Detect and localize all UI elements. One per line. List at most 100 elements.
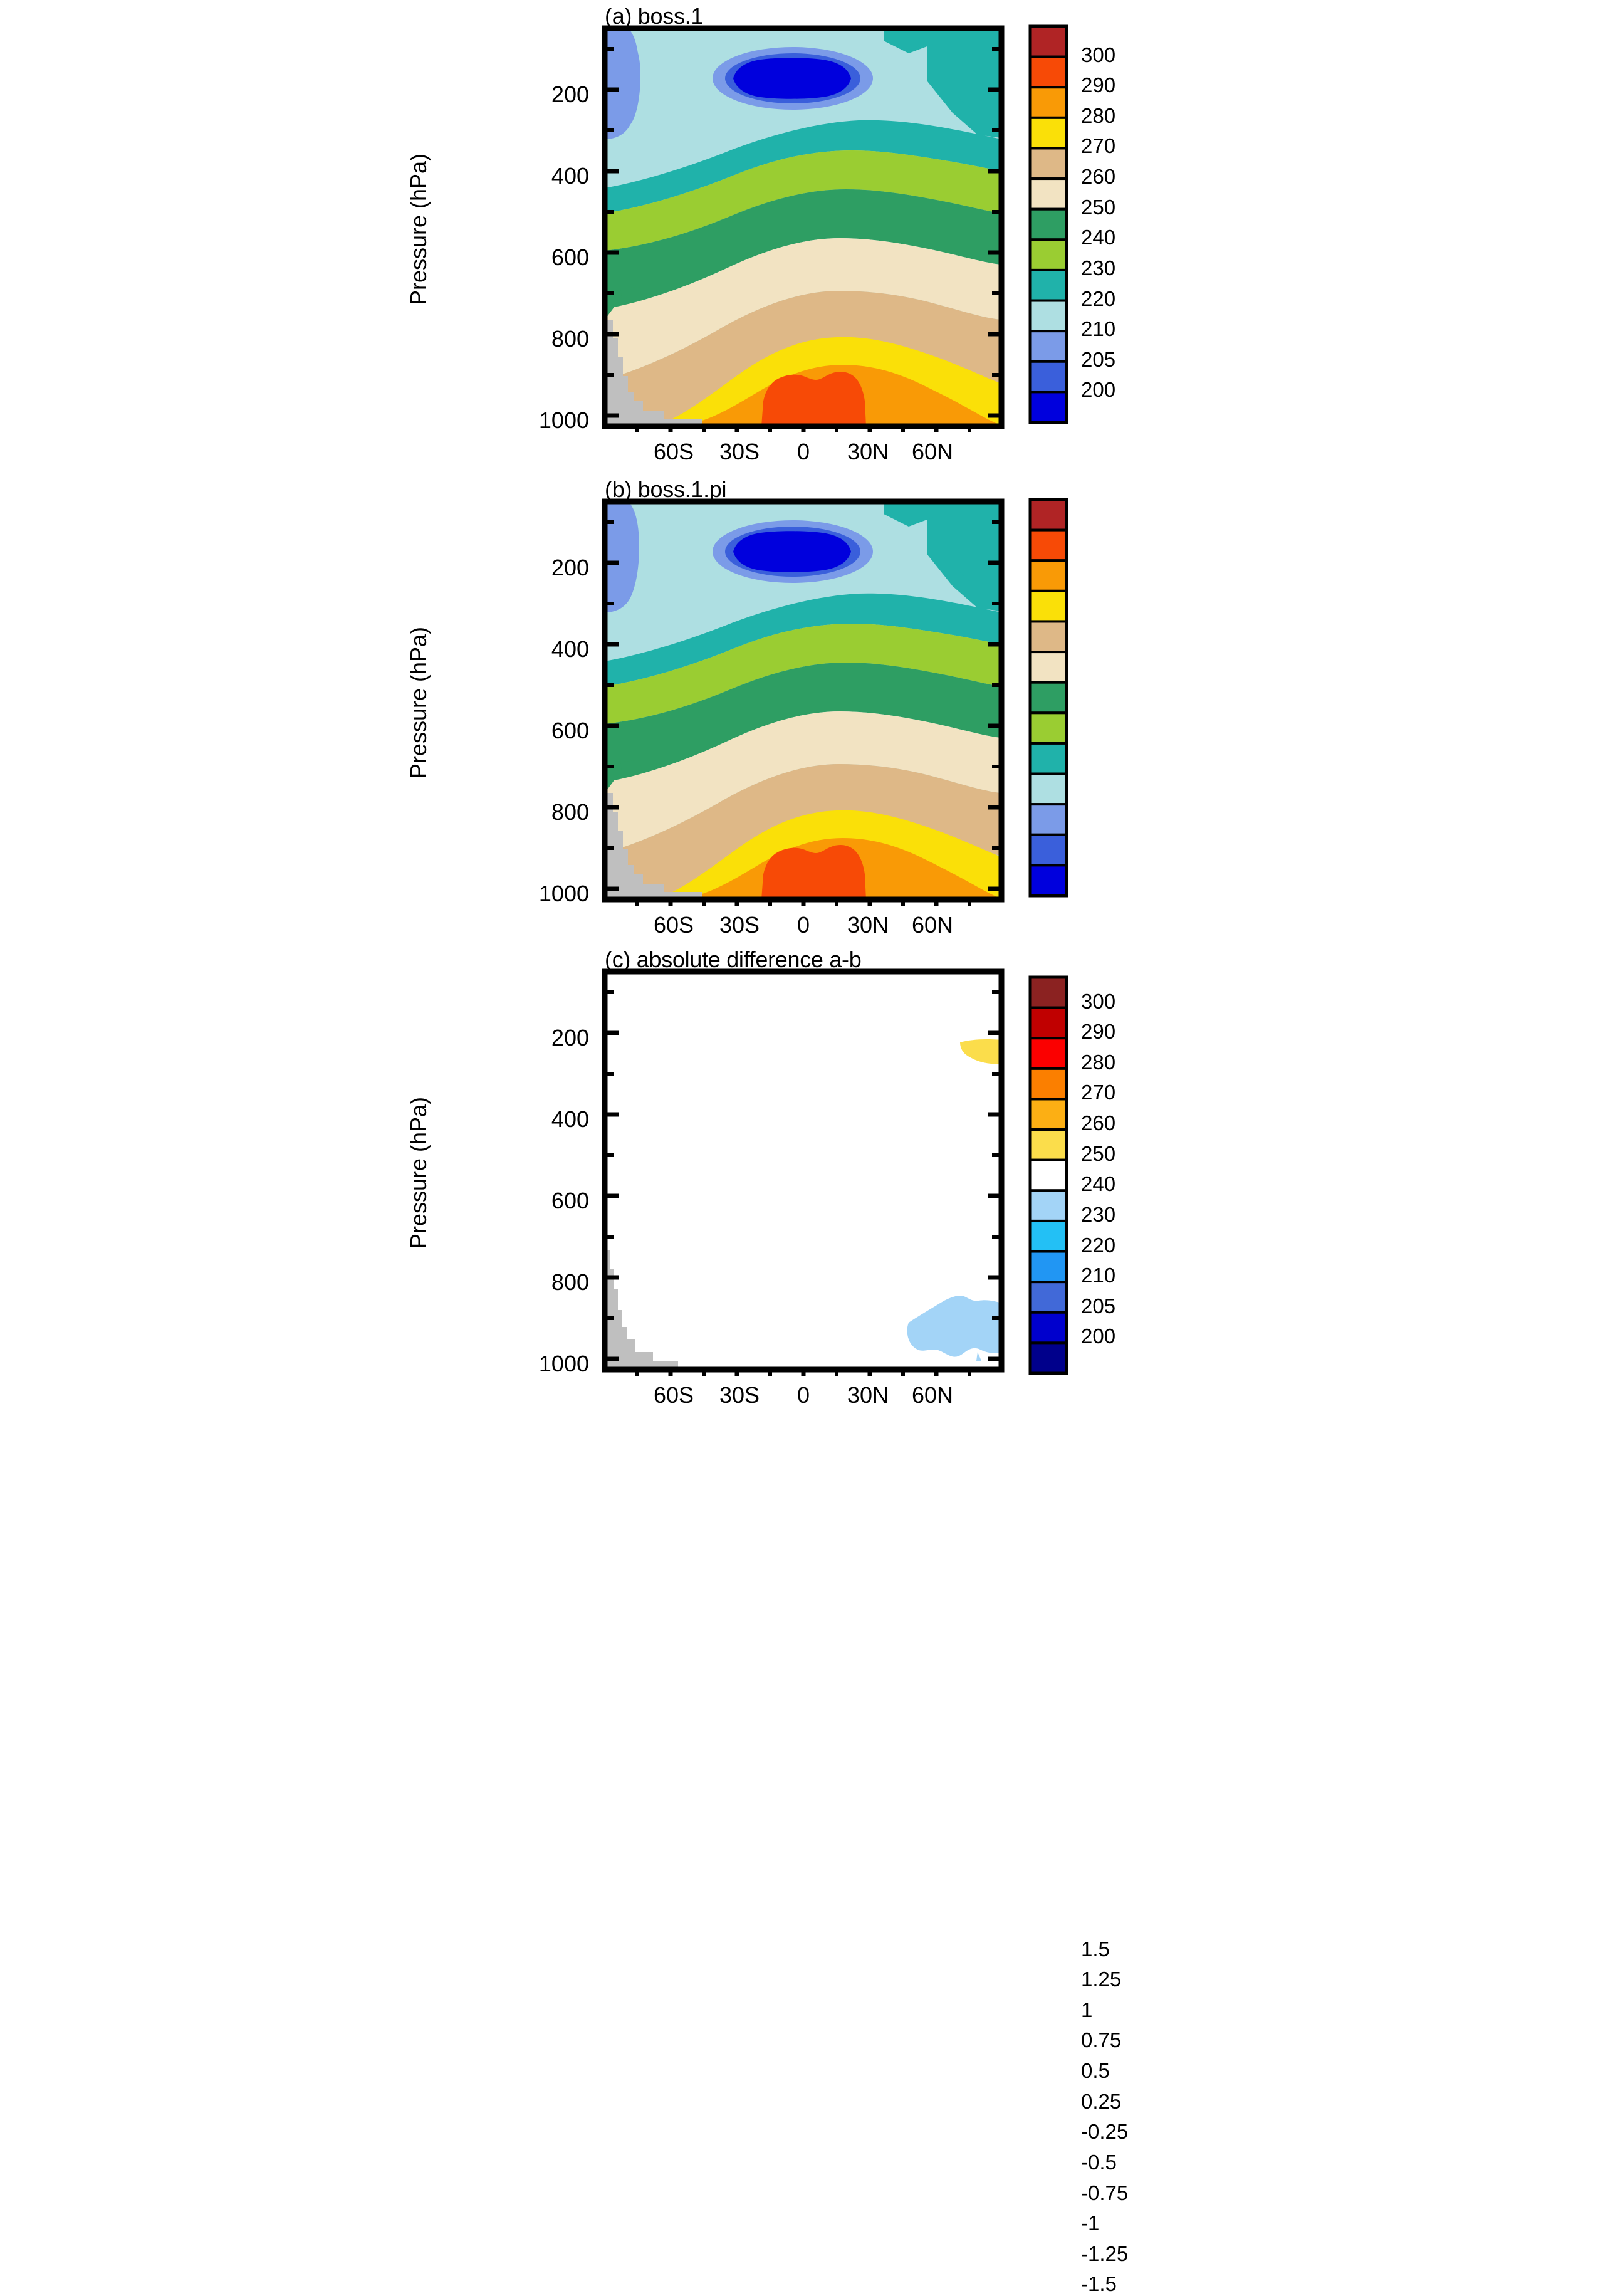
colorbar-tick-label: 210 — [1081, 317, 1116, 341]
panel-c-xtick-60S: 60S — [653, 1382, 694, 1408]
panel-b-xtick-60S: 60S — [653, 912, 694, 938]
colorbar-swatch — [1029, 147, 1068, 181]
colorbar-swatch — [1029, 742, 1068, 775]
colorbar-tick-label: 260 — [1081, 165, 1116, 189]
colorbar-swatch — [1029, 1219, 1068, 1253]
colorbar-tick-label: 230 — [1081, 1202, 1116, 1226]
panel-a-xtick-30N: 30N — [847, 439, 889, 464]
colorbar-swatch — [1029, 207, 1068, 241]
colorbar-tick-label: -0.75 — [1081, 2181, 1129, 2204]
colorbar-tick-label: 1.5 — [1081, 1937, 1110, 1961]
panel-b-xtick-30S: 30S — [719, 912, 760, 938]
colorbar-tick-label: 280 — [1081, 1050, 1116, 1074]
panel-a-ytick-1000: 1000 — [538, 407, 589, 433]
colorbar-swatch — [1029, 559, 1068, 592]
colorbar-tick-label: -0.25 — [1081, 2120, 1129, 2144]
colorbar-swatch — [1029, 1037, 1068, 1070]
panel-c-title: (c) absolute difference a-b — [605, 946, 862, 972]
panel-a-colorbar — [1028, 24, 1068, 424]
colorbar-tick-label: 290 — [1081, 1020, 1116, 1044]
colorbar-swatch — [1029, 651, 1068, 684]
colorbar-swatch — [1029, 299, 1068, 333]
colorbar-tick-label: 220 — [1081, 1233, 1116, 1257]
colorbar-tick-label: 300 — [1081, 43, 1116, 66]
colorbar-swatch — [1029, 86, 1068, 119]
colorbar-swatch — [1029, 1006, 1068, 1040]
colorbar-swatch — [1029, 976, 1068, 1009]
colorbar-tick-label: 240 — [1081, 226, 1116, 249]
colorbar-swatch — [1029, 25, 1068, 58]
colorbar-tick-label: 210 — [1081, 1264, 1116, 1287]
colorbar-swatch — [1029, 238, 1068, 271]
colorbar-tick-label: 0.25 — [1081, 2089, 1122, 2113]
colorbar-tick-label: -0.5 — [1081, 2150, 1117, 2174]
colorbar-swatch — [1029, 1128, 1068, 1161]
colorbar-swatch — [1029, 772, 1068, 806]
colorbar-swatch — [1029, 498, 1068, 532]
colorbar-tick-label: 280 — [1081, 103, 1116, 127]
colorbar-tick-label: 270 — [1081, 1081, 1116, 1104]
colorbar-swatch — [1029, 55, 1068, 89]
colorbar-swatch — [1029, 1158, 1068, 1192]
colorbar-tick-label: 0.75 — [1081, 2028, 1122, 2052]
panel-c-ytick-1000: 1000 — [538, 1351, 589, 1376]
panel-b-ytick-800: 800 — [551, 799, 589, 825]
colorbar-swatch — [1029, 833, 1068, 867]
colorbar-tick-label: 1.25 — [1081, 1968, 1122, 1991]
colorbar-swatch — [1029, 268, 1068, 302]
panel-a-ytick-600: 600 — [551, 244, 589, 270]
panel-c: (c) absolute difference a-b Pressure (hP… — [0, 943, 1253, 2295]
colorbar-swatch — [1029, 1067, 1068, 1101]
colorbar-swatch — [1029, 1250, 1068, 1284]
panel-b-xtick-30N: 30N — [847, 912, 889, 938]
colorbar-swatch — [1029, 360, 1068, 394]
panel-b-ytick-200: 200 — [551, 555, 589, 580]
colorbar-tick-label: 230 — [1081, 256, 1116, 280]
colorbar-swatch — [1029, 589, 1068, 623]
colorbar-tick-label: 0.5 — [1081, 2059, 1110, 2083]
panel-a-ylabel: Pressure (hPa) — [405, 153, 431, 306]
panel-b-ytick-400: 400 — [551, 636, 589, 662]
colorbar-tick-label: -1.5 — [1081, 2272, 1117, 2296]
colorbar-tick-label: 200 — [1081, 378, 1116, 402]
panel-a-plot — [602, 25, 1005, 432]
panel-b-ytick-1000: 1000 — [538, 881, 589, 906]
colorbar-tick-label: 240 — [1081, 1172, 1116, 1196]
colorbar-tick-label: 1 — [1081, 1998, 1093, 2021]
panel-b: (b) boss.1.pi Pressure (hPa) 200 400 600… — [0, 473, 1253, 1348]
colorbar-swatch — [1029, 1281, 1068, 1314]
panel-c-ytick-800: 800 — [551, 1269, 589, 1295]
panel-c-ylabel: Pressure (hPa) — [405, 1096, 431, 1249]
panel-b-plot — [602, 498, 1005, 906]
colorbar-swatch — [1029, 803, 1068, 836]
panel-a: (a) boss.1 Pressure (hPa) 200 400 600 80… — [0, 0, 1253, 483]
colorbar-swatch — [1029, 1189, 1068, 1222]
colorbar-swatch — [1029, 681, 1068, 715]
panel-b-xtick-0: 0 — [796, 912, 810, 938]
colorbar-swatch — [1029, 528, 1068, 562]
colorbar-swatch — [1029, 1341, 1068, 1375]
colorbar-tick-label: 205 — [1081, 1294, 1116, 1318]
panel-c-plot — [602, 968, 1005, 1376]
colorbar-swatch — [1029, 1098, 1068, 1131]
panel-c-xtick-30S: 30S — [719, 1382, 760, 1408]
panel-c-ytick-600: 600 — [551, 1188, 589, 1214]
colorbar-swatch — [1029, 330, 1068, 363]
panel-c-colorbar — [1028, 975, 1068, 1375]
colorbar-tick-label: 250 — [1081, 195, 1116, 219]
colorbar-tick-label: 205 — [1081, 347, 1116, 371]
colorbar-swatch — [1029, 177, 1068, 211]
figure-container: (a) boss.1 Pressure (hPa) 200 400 600 80… — [0, 0, 1253, 2295]
colorbar-tick-label: 250 — [1081, 1141, 1116, 1165]
colorbar-swatch — [1029, 620, 1068, 654]
panel-a-ytick-800: 800 — [551, 326, 589, 352]
panel-a-xtick-60N: 60N — [911, 439, 954, 464]
colorbar-tick-label: 200 — [1081, 1324, 1116, 1348]
colorbar-swatch — [1029, 391, 1068, 424]
colorbar-tick-label: 270 — [1081, 134, 1116, 158]
colorbar-tick-label: 290 — [1081, 73, 1116, 97]
colorbar-tick-label: 300 — [1081, 989, 1116, 1013]
panel-a-xtick-60S: 60S — [653, 439, 694, 464]
colorbar-tick-label: 260 — [1081, 1111, 1116, 1135]
colorbar-swatch — [1029, 1311, 1068, 1345]
